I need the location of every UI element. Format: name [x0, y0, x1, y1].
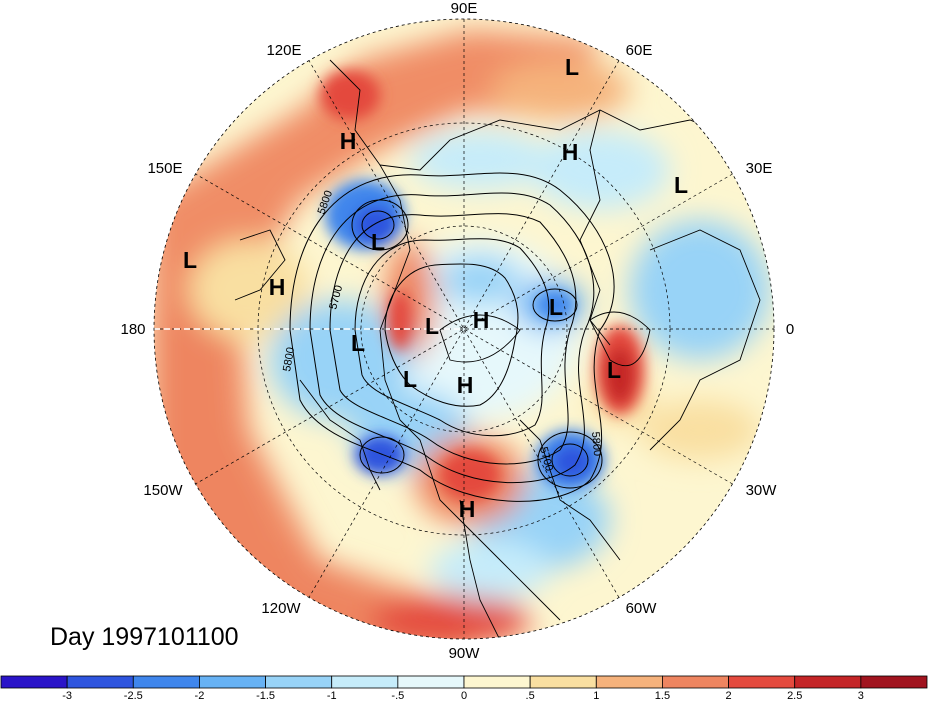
longitude-label-60e: 60E [626, 42, 653, 59]
colorbar-tick-label: -2.5 [124, 690, 143, 702]
pressure-centers: H L H L L L H L H L L L H L H H [183, 54, 688, 522]
colorbar-tick-label: -.5 [391, 690, 404, 702]
colorbar-swatch [132, 675, 200, 689]
pressure-center-marker: L [674, 172, 688, 198]
colorbar-swatch [728, 675, 796, 689]
colorbar-tick-label: 0 [461, 690, 467, 702]
graticule [154, 19, 774, 639]
pressure-center-marker: L [403, 366, 417, 392]
pressure-center-marker: H [459, 496, 476, 522]
colorbar-swatch [199, 675, 266, 689]
longitude-label-30e: 30E [746, 160, 773, 177]
longitude-label-150e: 150E [147, 160, 182, 177]
colorbar-swatch [463, 675, 531, 689]
longitude-label-30w: 30W [746, 482, 778, 499]
colorbar-tick-label: -1.5 [256, 690, 275, 702]
colorbar-tick-label: 2.5 [787, 690, 802, 702]
colorbar-swatch [0, 675, 68, 689]
pressure-center-marker: H [457, 372, 474, 398]
coastlines [234, 59, 761, 639]
colorbar-tick-label: .5 [526, 690, 535, 702]
pressure-center-marker: L [565, 54, 579, 80]
longitude-label-150w: 150W [143, 482, 183, 499]
colorbar-swatch [794, 675, 862, 689]
colorbar-tick-label: 3 [858, 690, 864, 702]
longitude-label-90e: 90E [451, 0, 478, 17]
pressure-center-marker: H [473, 307, 490, 333]
pressure-center-marker: H [562, 139, 579, 165]
colorbar-tick-label: 1.5 [655, 690, 670, 702]
day-label: Day 1997101100 [50, 623, 239, 651]
pressure-center-marker: L [425, 313, 439, 339]
contour-label: 5800 [589, 431, 603, 456]
colorbar-swatch [662, 675, 729, 689]
colorbar-swatch [595, 675, 663, 689]
colorbar: -3 -2.5 -2 -1.5 -1 -.5 0 .5 1 1.5 2 2.5 3 [0, 675, 928, 702]
pressure-center-marker: H [269, 274, 286, 300]
colorbar-swatch [529, 675, 597, 689]
colorbar-tick-label: 1 [593, 690, 599, 702]
longitude-label-90w: 90W [449, 645, 481, 662]
colorbar-tick-label: -3 [62, 690, 72, 702]
longitude-label-180: 180 [120, 321, 145, 338]
longitude-label-120e: 120E [266, 42, 301, 59]
pressure-center-marker: L [183, 247, 197, 273]
contour-label: 5800 [281, 346, 297, 372]
pressure-center-marker: L [351, 330, 365, 356]
longitude-label-60w: 60W [626, 600, 658, 617]
height-contours [289, 172, 615, 502]
longitude-labels: 90E 60E 30E 0 30W 60W 90W 120W 150W 180 … [120, 0, 794, 662]
pressure-center-marker: L [607, 357, 621, 383]
colorbar-tick-label: -2 [195, 690, 205, 702]
colorbar-swatch [860, 675, 928, 689]
map-border [153, 18, 775, 640]
colorbar-tick-label: -1 [327, 690, 337, 702]
longitude-label-0: 0 [786, 321, 794, 338]
pressure-center-marker: L [371, 229, 385, 255]
longitude-label-120w: 120W [261, 600, 301, 617]
colorbar-swatch [66, 675, 134, 689]
pressure-center-marker: H [340, 128, 357, 154]
colorbar-swatch [397, 675, 465, 689]
colorbar-swatch [265, 675, 333, 689]
pressure-center-marker: L [549, 294, 563, 320]
colorbar-tick-label: 2 [726, 690, 732, 702]
colorbar-swatch [331, 675, 399, 689]
